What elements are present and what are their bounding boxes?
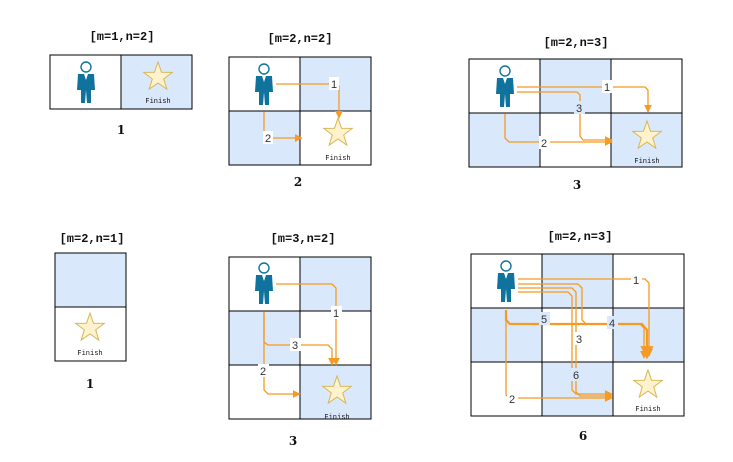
path-line (518, 283, 648, 359)
path-label: 3 (576, 334, 582, 346)
path-label: 3 (576, 103, 582, 115)
path-label: 5 (541, 314, 547, 326)
panel-title: [m=2,n=3] (544, 36, 609, 50)
path-count: 3 (289, 434, 297, 448)
path-line (504, 114, 613, 146)
path-label: 6 (573, 370, 579, 382)
path-line (263, 312, 301, 398)
grid-cell (610, 58, 683, 114)
panel-title: [m=3,n=2] (271, 232, 336, 246)
path-line (518, 278, 653, 357)
path-line (517, 91, 613, 144)
finish-label: Finish (145, 98, 170, 106)
path-line (518, 291, 613, 398)
panel-title: [m=1,n=2] (90, 30, 155, 44)
finish-label: Finish (635, 406, 660, 414)
panel-title: [m=2,n=1] (60, 232, 125, 246)
path-label: 1 (604, 82, 610, 94)
path-label: 2 (260, 366, 266, 378)
finish-label: Finish (325, 155, 350, 163)
finish-label: Finish (324, 414, 349, 422)
panel-4: [m=2,n=1] Finish 1 (54, 232, 127, 391)
path-count: 2 (294, 175, 302, 189)
panel-1: [m=1,n=2] Finish 1 (49, 30, 193, 137)
panel-3: [m=2,n=3] Finish 1 3 2 3 (468, 36, 683, 192)
path-label: 4 (609, 318, 615, 330)
path-label: 2 (509, 394, 515, 406)
grid-cell (541, 253, 614, 309)
path-count: 1 (117, 123, 125, 137)
panel-6: [m=2,n=3] Finish 1 5 4 3 6 (470, 230, 685, 443)
path-label: 3 (292, 340, 298, 352)
path-count: 3 (573, 178, 581, 192)
path-label: 2 (265, 133, 271, 145)
grid-cell (54, 252, 127, 308)
finish-label: Finish (77, 350, 102, 358)
finish-label: Finish (634, 158, 659, 166)
path-label: 2 (541, 138, 547, 150)
path-label: 1 (633, 275, 639, 287)
panel-2: [m=2,n=2] Finish 1 2 2 (228, 32, 372, 189)
panel-5: [m=3,n=2] Finish 1 3 2 3 (228, 232, 372, 448)
path-label: 1 (331, 79, 337, 91)
path-line (276, 283, 340, 366)
panel-title: [m=2,n=2] (268, 32, 333, 46)
path-line (517, 86, 652, 113)
path-count: 1 (86, 377, 94, 391)
panel-title: [m=2,n=3] (548, 230, 613, 244)
path-label: 1 (333, 308, 339, 320)
path-count: 6 (579, 429, 587, 443)
